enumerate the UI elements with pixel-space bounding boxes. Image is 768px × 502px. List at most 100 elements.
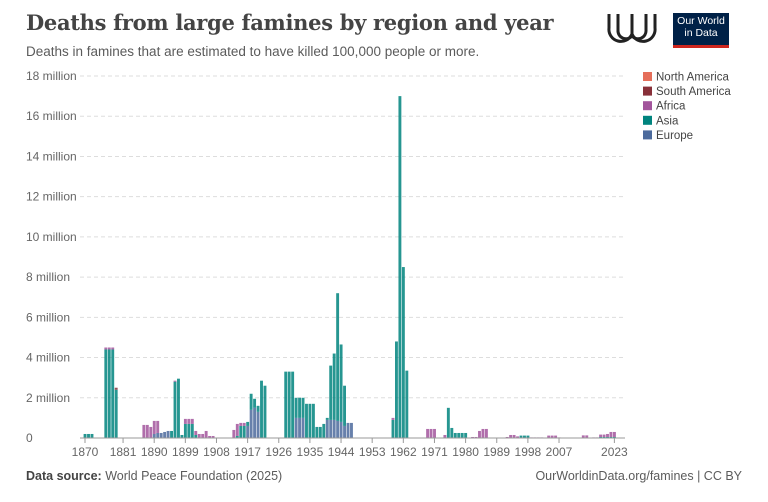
- bar-asia-2019[interactable]: [599, 436, 603, 438]
- bar-europe-1933[interactable]: [301, 417, 305, 438]
- bar-europe-1920[interactable]: [256, 411, 260, 438]
- bar-africa-2002[interactable]: [540, 437, 544, 438]
- bar-asia-1996[interactable]: [519, 435, 523, 438]
- bar-europe-1918[interactable]: [249, 409, 253, 438]
- bar-asia-1931[interactable]: [294, 397, 298, 418]
- bar-europe-1891[interactable]: [156, 432, 160, 438]
- bar-asia-1998[interactable]: [526, 435, 530, 438]
- bar-asia-1976[interactable]: [450, 427, 454, 438]
- bar-asia-1877[interactable]: [107, 349, 111, 438]
- bar-africa-1891[interactable]: [156, 420, 160, 433]
- bar-africa-2005[interactable]: [550, 435, 554, 438]
- bar-asia-1878[interactable]: [111, 349, 115, 438]
- bar-europe-1940[interactable]: [325, 419, 329, 438]
- bar-asia-1922[interactable]: [263, 385, 267, 438]
- bar-africa-2004[interactable]: [547, 435, 551, 438]
- bar-africa-1901[interactable]: [190, 418, 194, 424]
- bar-asia-1941[interactable]: [329, 365, 333, 420]
- bar-africa-1900[interactable]: [187, 418, 191, 424]
- bar-asia-1921[interactable]: [260, 380, 263, 438]
- bar-africa-2020[interactable]: [602, 434, 606, 437]
- bar-africa-2014[interactable]: [581, 435, 585, 438]
- bar-asia-2021[interactable]: [606, 436, 609, 438]
- legend-label[interactable]: Africa: [656, 101, 686, 113]
- bar-africa-1985[interactable]: [481, 428, 485, 438]
- bar-asia-1899[interactable]: [183, 423, 187, 438]
- bar-asia-1933[interactable]: [301, 397, 305, 418]
- bar-africa-1969[interactable]: [426, 428, 430, 438]
- bar-asia-1939[interactable]: [322, 423, 326, 438]
- bar-asia-1938[interactable]: [318, 426, 322, 438]
- bar-africa-1915[interactable]: [239, 422, 243, 426]
- bar-africa-1906[interactable]: [208, 435, 212, 438]
- bar-africa-2006[interactable]: [554, 435, 558, 438]
- bar-asia-2022[interactable]: [609, 436, 613, 438]
- bar-europe-1945[interactable]: [343, 425, 346, 438]
- bar-asia-1920[interactable]: [256, 405, 260, 412]
- bar-europe-1947[interactable]: [350, 422, 353, 438]
- bar-africa-2007[interactable]: [557, 437, 561, 438]
- bar-asia-1929[interactable]: [287, 371, 291, 438]
- bar-africa-1877[interactable]: [107, 347, 111, 350]
- bar-africa-1993[interactable]: [509, 434, 513, 438]
- bar-africa-1902[interactable]: [194, 430, 198, 435]
- bar-europe-1944[interactable]: [339, 421, 343, 438]
- bar-asia-1960[interactable]: [395, 341, 398, 438]
- bar-asia-1897[interactable]: [177, 378, 180, 438]
- bar-asia-1898[interactable]: [180, 434, 184, 438]
- bar-asia-2020[interactable]: [602, 436, 606, 438]
- bar-africa-1983[interactable]: [474, 436, 478, 438]
- bar-africa-1904[interactable]: [201, 433, 205, 438]
- bar-asia-1942[interactable]: [332, 353, 336, 420]
- bar-asia-1871[interactable]: [87, 433, 90, 438]
- bar-africa-1959[interactable]: [391, 417, 395, 420]
- bar-africa-1971[interactable]: [433, 428, 436, 438]
- bar-asia-1928[interactable]: [284, 371, 288, 438]
- bar-asia-1879[interactable]: [114, 389, 118, 438]
- bar-africa-1907[interactable]: [211, 435, 215, 438]
- bar-europe-1942[interactable]: [332, 419, 336, 438]
- bar-africa-1890[interactable]: [152, 420, 156, 434]
- bar-asia-1896[interactable]: [173, 381, 177, 438]
- bar-asia-1917[interactable]: [246, 421, 250, 426]
- bar-asia-2023[interactable]: [612, 436, 616, 438]
- bar-africa-1878[interactable]: [111, 347, 115, 350]
- bar-africa-1913[interactable]: [232, 429, 236, 438]
- bar-asia-1916[interactable]: [242, 425, 246, 438]
- bar-europe-1946[interactable]: [346, 422, 350, 438]
- bar-africa-1888[interactable]: [145, 424, 149, 438]
- bar-asia-1872[interactable]: [90, 433, 94, 438]
- bar-asia-1961[interactable]: [398, 96, 402, 438]
- bar-europe-1894[interactable]: [166, 430, 170, 438]
- bar-asia-1919[interactable]: [253, 398, 257, 408]
- bar-africa-2015[interactable]: [585, 435, 589, 438]
- bar-asia-1895[interactable]: [170, 430, 173, 438]
- bar-europe-1943[interactable]: [336, 420, 340, 438]
- bar-africa-1970[interactable]: [429, 428, 433, 438]
- bar-europe-1917[interactable]: [246, 425, 250, 438]
- bar-africa-1992[interactable]: [505, 436, 509, 438]
- bar-europe-1932[interactable]: [298, 417, 302, 438]
- bar-africa-2018[interactable]: [595, 437, 599, 438]
- bar-europe-1892[interactable]: [159, 432, 163, 438]
- bar-africa-1999[interactable]: [529, 437, 533, 438]
- legend-label[interactable]: South America: [656, 86, 731, 98]
- bar-asia-1977[interactable]: [453, 432, 457, 438]
- bar-africa-1982[interactable]: [471, 436, 475, 438]
- bar-asia-1918[interactable]: [249, 393, 253, 410]
- bar-africa-1899[interactable]: [183, 418, 187, 424]
- bar-asia-1932[interactable]: [298, 397, 302, 418]
- bar-asia-1914[interactable]: [235, 435, 239, 438]
- bar-asia-1963[interactable]: [405, 370, 409, 438]
- bar-africa-1974[interactable]: [443, 434, 447, 438]
- bar-asia-1876[interactable]: [104, 349, 108, 438]
- owid-link[interactable]: OurWorldinData.org/famines | CC BY: [535, 469, 742, 483]
- bar-africa-2022[interactable]: [609, 431, 613, 437]
- bar-south-america-1879[interactable]: [114, 387, 118, 390]
- bar-asia-1937[interactable]: [315, 426, 319, 438]
- bar-africa-2019[interactable]: [599, 434, 603, 437]
- bar-asia-1936[interactable]: [311, 403, 315, 438]
- bar-africa-1876[interactable]: [104, 347, 108, 350]
- legend-label[interactable]: North America: [656, 72, 729, 84]
- bar-africa-1916[interactable]: [242, 422, 246, 426]
